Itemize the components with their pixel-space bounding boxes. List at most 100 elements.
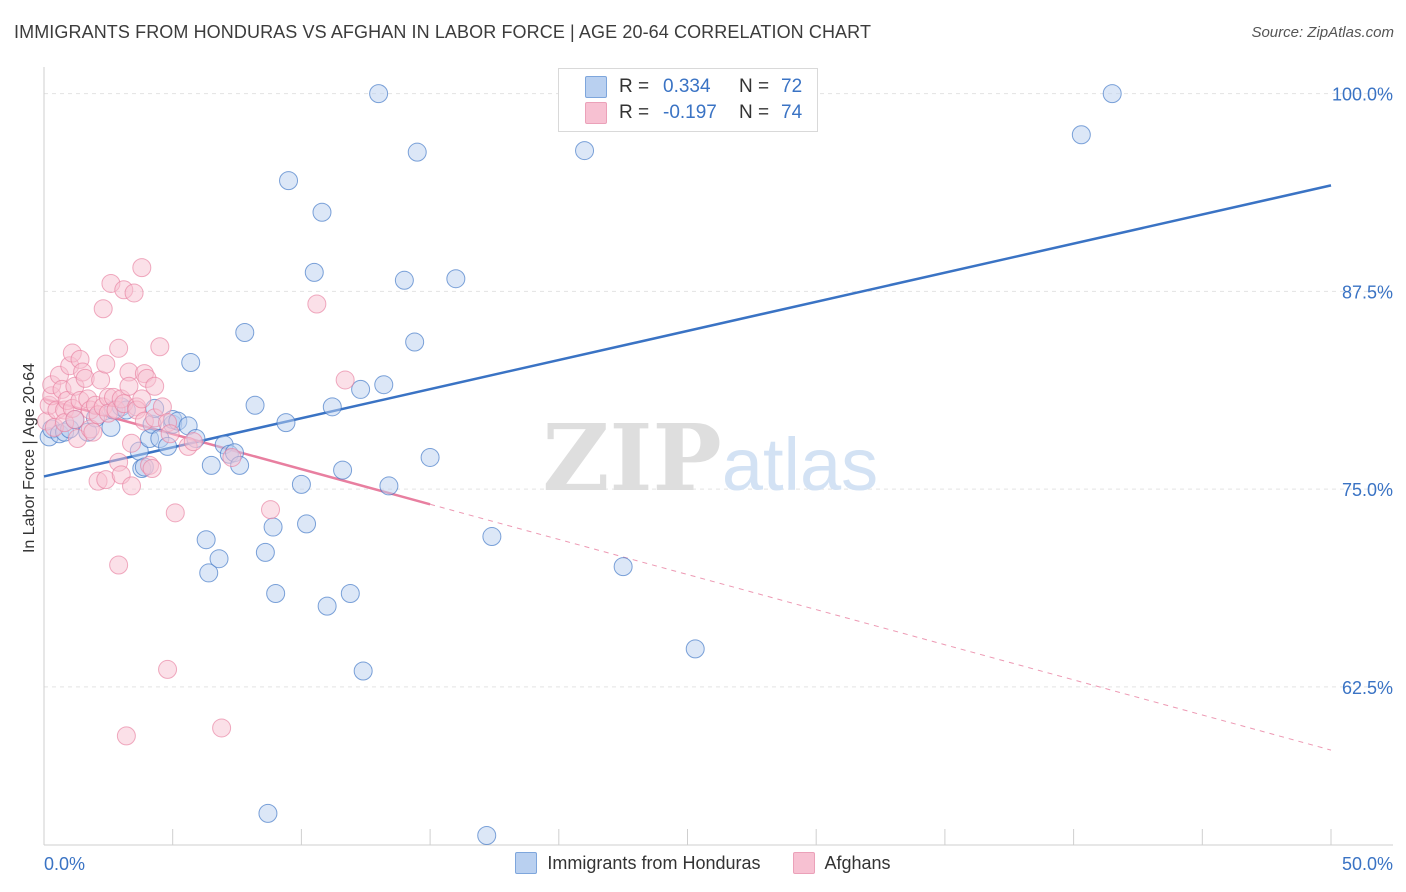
point-honduras — [374, 375, 394, 395]
point-afghans — [152, 397, 172, 417]
point-honduras — [575, 141, 595, 161]
point-honduras — [685, 639, 705, 659]
point-honduras — [245, 395, 265, 415]
point-afghans — [222, 447, 242, 467]
point-honduras — [1071, 125, 1091, 145]
legend-n-value: 72 — [781, 76, 803, 97]
point-honduras — [482, 527, 502, 547]
axes — [43, 67, 1393, 846]
legend-row-afghans: R = -0.197 N = 74 — [585, 100, 802, 126]
point-honduras — [255, 542, 275, 562]
point-afghans — [160, 424, 180, 444]
legend-swatch-blue — [515, 852, 538, 874]
data-points — [37, 84, 1122, 846]
point-honduras — [1102, 84, 1122, 104]
point-honduras — [279, 171, 299, 191]
source-label: Source: ZipAtlas.com — [1251, 24, 1394, 41]
point-afghans — [116, 726, 136, 746]
point-honduras — [340, 583, 360, 603]
legend-row-honduras: R = 0.334 N = 72 — [585, 74, 802, 100]
point-honduras — [312, 202, 332, 222]
legend-label-afghans: Afghans — [824, 852, 891, 873]
point-afghans — [150, 337, 170, 357]
y-tick-label: 62.5% — [1342, 678, 1393, 698]
point-honduras — [405, 332, 425, 352]
point-honduras — [394, 270, 414, 290]
point-afghans — [109, 338, 129, 358]
point-honduras — [317, 596, 337, 616]
point-honduras — [353, 661, 373, 681]
point-afghans — [124, 283, 144, 303]
point-honduras — [351, 379, 371, 399]
point-afghans — [165, 503, 185, 523]
tick-labels: 62.5% 75.0% 87.5% 100.0% 0.0% 50.0% — [44, 85, 1393, 874]
legend-r-value: 0.334 — [663, 76, 711, 97]
point-afghans — [96, 354, 116, 374]
point-honduras — [235, 322, 255, 342]
y-tick-label: 75.0% — [1342, 480, 1393, 500]
point-honduras — [291, 474, 311, 494]
point-honduras — [477, 826, 497, 846]
point-afghans — [183, 432, 203, 452]
legend-n-label: N = — [739, 76, 770, 97]
point-honduras — [181, 353, 201, 373]
point-honduras — [297, 514, 317, 534]
point-afghans — [65, 409, 85, 429]
point-afghans — [91, 370, 111, 390]
point-afghans — [109, 555, 129, 575]
point-honduras — [276, 413, 296, 433]
point-honduras — [196, 530, 216, 550]
point-honduras — [333, 460, 353, 480]
point-honduras — [420, 447, 440, 467]
y-tick-label: 100.0% — [1332, 85, 1393, 105]
chart-title: IMMIGRANTS FROM HONDURAS VS AFGHAN IN LA… — [14, 22, 872, 42]
point-afghans — [145, 376, 165, 396]
legend-item-afghans: Afghans — [792, 852, 891, 874]
legend-swatch-blue — [585, 76, 607, 98]
point-afghans — [83, 422, 103, 442]
legend-r-value: -0.197 — [663, 102, 717, 123]
point-afghans — [212, 718, 232, 738]
point-honduras — [263, 517, 283, 537]
point-honduras — [258, 803, 278, 823]
watermark-atlas: atlas — [722, 423, 878, 506]
point-honduras — [407, 142, 427, 162]
series-legend: Immigrants from Honduras Afghans — [0, 852, 1406, 874]
x-tick-label-min: 0.0% — [44, 854, 85, 874]
point-afghans — [93, 299, 113, 319]
point-honduras — [379, 476, 399, 496]
legend-n-label: N = — [739, 102, 770, 123]
point-honduras — [369, 84, 389, 104]
gridlines — [44, 93, 1393, 688]
trend-line-afghans-dashed — [429, 503, 1332, 751]
point-afghans — [122, 476, 142, 496]
point-afghans — [261, 500, 281, 520]
y-axis-label: In Labor Force | Age 20-64 — [21, 362, 38, 554]
point-honduras — [446, 269, 466, 289]
point-afghans — [335, 370, 355, 390]
legend-r-label: R = — [619, 102, 650, 123]
point-afghans — [158, 659, 178, 679]
legend-r-label: R = — [619, 76, 650, 97]
point-afghans — [132, 389, 152, 409]
watermark-zip: ZIP — [542, 404, 721, 512]
point-afghans — [122, 433, 142, 453]
stats-legend: R = 0.334 N = 72 R = -0.197 N = 74 — [558, 68, 818, 132]
point-honduras — [201, 455, 221, 475]
point-honduras — [266, 583, 286, 603]
point-honduras — [199, 563, 219, 583]
legend-swatch-pink — [585, 102, 607, 124]
point-honduras — [304, 262, 324, 282]
point-honduras — [322, 397, 342, 417]
trend-line-honduras — [43, 184, 1332, 478]
point-afghans — [119, 376, 139, 396]
point-afghans — [307, 294, 327, 314]
point-honduras — [613, 557, 633, 577]
point-afghans — [142, 459, 162, 479]
point-afghans — [132, 258, 152, 278]
legend-label-honduras: Immigrants from Honduras — [547, 852, 761, 873]
watermark: ZIP atlas — [542, 404, 878, 512]
point-honduras — [209, 549, 229, 569]
x-tick-label-max: 50.0% — [1342, 854, 1393, 874]
